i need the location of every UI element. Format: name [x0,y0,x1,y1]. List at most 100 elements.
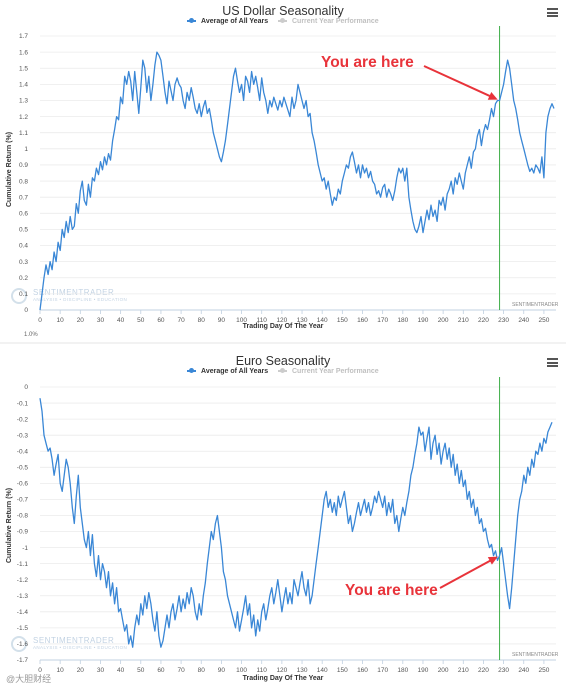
x-tick-label: 0 [38,667,42,674]
chart-title: Euro Seasonality [235,354,331,368]
y-tick-label: 0.6 [19,210,28,217]
x-tick-label: 40 [117,667,125,674]
y-tick-label: 1.1 [19,130,28,137]
y-tick-label: -1.5 [17,625,29,632]
x-tick-label: 140 [317,667,328,674]
x-tick-label: 210 [458,667,469,674]
annotation-arrow [423,65,491,98]
y-tick-label: -0.5 [17,464,29,471]
y-tick-label: -0.9 [17,529,29,536]
y-tick-label: -1 [22,545,28,552]
legend-item-current[interactable]: Current Year Performance [278,18,379,25]
x-tick-label: 110 [257,317,268,324]
x-tick-label: 170 [377,317,388,324]
x-tick-label: 30 [97,667,105,674]
y-tick-label: 0.1 [19,291,28,298]
y-tick-label: -1.2 [17,577,29,584]
x-tick-label: 100 [236,317,247,324]
series-line-average [39,51,555,311]
y-tick-label: 1.6 [19,49,28,56]
y-tick-label: 1.2 [19,114,28,121]
y-tick-label: 0.9 [19,162,28,169]
chart-legend: Average of All Years Current Year Perfor… [0,18,566,25]
credit-label: SENTIMENTRADER [512,302,559,308]
x-tick-label: 90 [218,667,226,674]
x-tick-label: 180 [397,667,408,674]
y-tick-label: 1 [24,146,28,153]
chart-menu-icon[interactable] [547,8,558,17]
line-marker-icon [187,368,197,374]
legend-item-current[interactable]: Current Year Performance [278,368,379,375]
residual-axis-label: 1.0% [24,332,38,338]
series-line-average [39,398,553,648]
x-tick-label: 10 [57,317,65,324]
y-tick-label: 1.3 [19,98,28,105]
line-marker-icon [278,368,288,374]
annotation-arrowhead [487,91,498,100]
line-marker-icon [278,18,288,24]
annotation-arrowhead [487,556,498,565]
legend-item-average[interactable]: Average of All Years [187,18,268,25]
y-tick-label: 0.8 [19,178,28,185]
x-tick-label: 160 [357,317,368,324]
legend-item-average[interactable]: Average of All Years [187,368,268,375]
x-tick-label: 240 [518,317,529,324]
line-marker-icon [187,18,197,24]
x-tick-label: 20 [77,667,85,674]
y-tick-label: -1.3 [17,593,29,600]
sentimentrader-logo-icon [11,636,27,652]
y-tick-label: -0.3 [17,432,29,439]
x-tick-label: 90 [218,317,226,324]
x-tick-label: 200 [438,317,449,324]
y-tick-label: -1.4 [17,609,29,616]
x-tick-label: 190 [418,317,429,324]
x-axis-label: Trading Day Of The Year [242,323,324,330]
x-tick-label: 240 [518,667,529,674]
y-tick-label: 0.3 [19,259,28,266]
x-tick-label: 50 [137,317,145,324]
y-tick-label: -0.8 [17,513,29,520]
y-tick-label: 0.5 [19,227,28,234]
y-tick-label: -1.1 [17,561,29,568]
credit-label: SENTIMENTRADER [512,652,559,658]
x-tick-label: 20 [77,317,85,324]
x-tick-label: 150 [337,667,348,674]
y-tick-label: 1.4 [19,82,28,89]
x-tick-label: 210 [458,317,469,324]
y-tick-label: 0.4 [19,243,28,250]
panel-divider [0,342,566,344]
chart-legend: Average of All Years Current Year Perfor… [0,368,566,375]
x-tick-label: 10 [57,667,65,674]
x-tick-label: 250 [538,667,549,674]
y-tick-label: -0.7 [17,497,29,504]
x-tick-label: 220 [478,667,489,674]
x-tick-label: 190 [418,667,429,674]
x-tick-label: 130 [297,317,308,324]
x-tick-label: 40 [117,317,125,324]
euro-chart-plot: 0 -0.1 -0.2 -0.3 -0.4 -0.5 -0.6 -0.7 -0.8 -0.9 -1 -… [17,377,556,674]
x-tick-label: 110 [257,667,268,674]
x-tick-label: 150 [337,317,348,324]
annotation-arrow [439,559,492,589]
y-tick-label: 0.2 [19,275,28,282]
x-tick-label: 70 [177,317,185,324]
x-tick-label: 70 [177,667,185,674]
y-tick-label: 0 [24,307,28,314]
y-tick-label: 1.5 [19,65,28,72]
x-tick-label: 220 [478,317,489,324]
y-tick-label: -0.4 [17,448,29,455]
x-tick-label: 160 [357,667,368,674]
y-tick-label: 0 [24,384,28,391]
x-tick-label: 100 [236,667,247,674]
usd-seasonality-panel: US Dollar Seasonality Average of All Yea… [0,0,566,342]
chart-menu-icon[interactable] [547,358,558,367]
chart-title: US Dollar Seasonality [222,4,344,18]
source-watermark: @大胆财经 [6,674,52,684]
x-tick-label: 180 [397,317,408,324]
x-tick-label: 170 [377,667,388,674]
x-tick-label: 230 [498,667,509,674]
y-tick-label: 0.7 [19,194,28,201]
you-are-here-annotation: You are here [345,582,438,599]
x-tick-label: 200 [438,667,449,674]
x-tick-label: 250 [538,317,549,324]
